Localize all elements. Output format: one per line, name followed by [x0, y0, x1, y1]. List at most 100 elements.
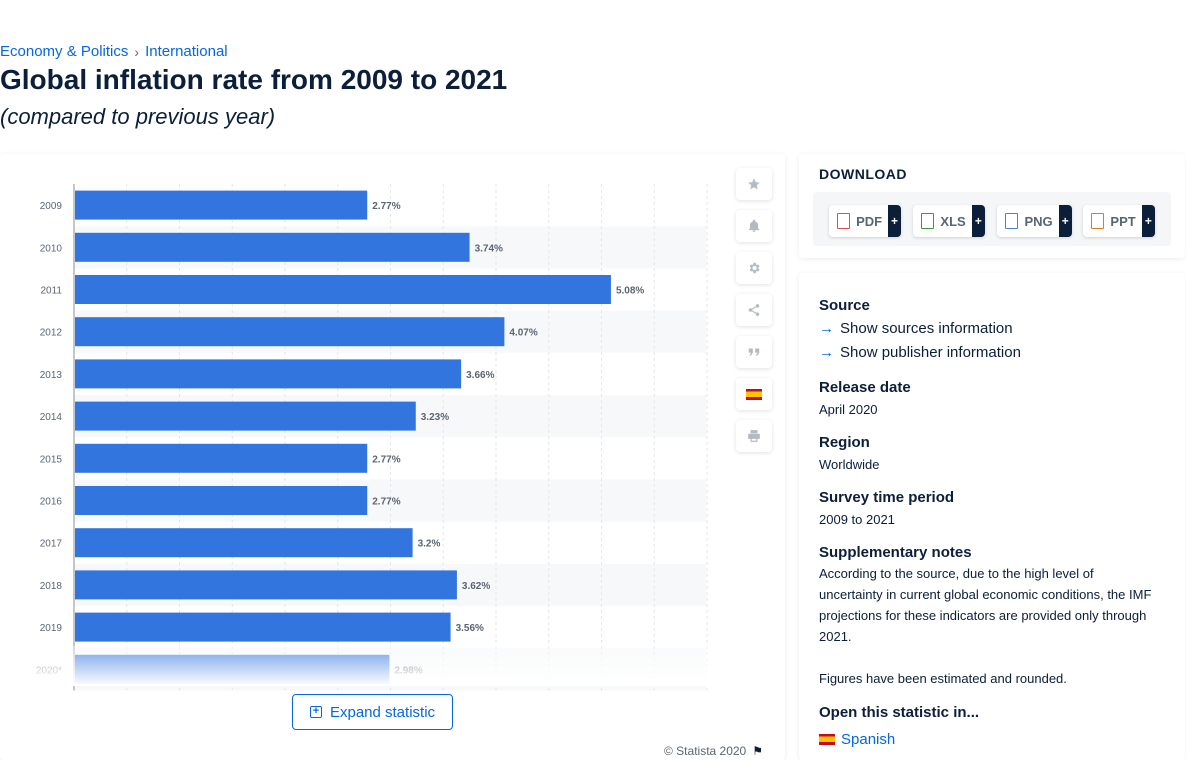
open-statistic-heading: Open this statistic in...: [819, 704, 980, 721]
category-label-2012: 2012: [40, 328, 63, 339]
value-label-2016: 2.77%: [372, 497, 400, 508]
category-label-2017: 2017: [40, 539, 63, 550]
xls-label: XLS: [940, 213, 966, 229]
open-in-spanish-link[interactable]: Spanish: [819, 731, 895, 748]
category-label-2014: 2014: [40, 412, 63, 423]
download-card: DOWNLOAD PDF + XLS + PNG + PPT +: [799, 154, 1185, 258]
supplementary-notes-heading: Supplementary notes: [819, 544, 972, 561]
show-publisher-label: Show publisher information: [840, 344, 1021, 361]
breadcrumb-international[interactable]: International: [145, 43, 228, 60]
flag-report-icon[interactable]: ⚑: [752, 744, 763, 758]
page-title: Global inflation rate from 2009 to 2021: [0, 64, 508, 95]
arrow-right-icon: →: [819, 344, 834, 361]
value-label-2013: 3.66%: [466, 370, 494, 381]
language-button[interactable]: [736, 378, 772, 410]
region-value: Worldwide: [819, 457, 880, 472]
favorite-button[interactable]: [736, 168, 772, 200]
png-plus: +: [1058, 205, 1072, 237]
bar-2013: [75, 359, 462, 389]
download-png-button[interactable]: PNG +: [997, 205, 1072, 237]
gear-icon: [749, 262, 760, 274]
bell-icon: [748, 219, 760, 232]
copyright-text: © Statista 2020: [664, 744, 747, 758]
share-icon: [748, 304, 760, 316]
quote-icon: [748, 348, 760, 356]
chart-card: 2009 2.77% 2010 3.74% 2011 5.08% 2012 4.07% 2013…: [0, 154, 785, 760]
ppt-label: PPT: [1110, 213, 1136, 229]
supplementary-notes-paragraph: According to the source, due to the high…: [819, 566, 1152, 644]
category-label-2010: 2010: [40, 243, 63, 254]
expand-statistic-label: Expand statistic: [329, 703, 436, 721]
xls-plus: +: [971, 205, 985, 237]
category-label-2015: 2015: [40, 454, 63, 465]
copyright: © Statista 2020 ⚑: [664, 744, 763, 758]
bar-2018: [75, 570, 457, 600]
statistic-info-card: Source → Show sources information → Show…: [799, 273, 1185, 760]
cite-button[interactable]: [736, 336, 772, 368]
png-label: PNG: [1024, 213, 1053, 229]
category-label-2011: 2011: [40, 286, 62, 297]
value-label-2009: 2.77%: [372, 201, 400, 212]
value-label-2012: 4.07%: [509, 328, 537, 339]
print-icon: [748, 430, 760, 442]
category-label-2016: 2016: [40, 497, 63, 508]
star-icon: [748, 178, 760, 190]
spain-flag-icon: [819, 734, 835, 745]
expand-statistic-button[interactable]: + Expand statistic: [292, 694, 453, 730]
notification-button[interactable]: [736, 210, 772, 242]
show-sources-link[interactable]: → Show sources information: [819, 320, 1013, 337]
value-label-2014: 3.23%: [421, 412, 449, 423]
xls-file-icon: [921, 213, 935, 229]
pdf-label: PDF: [856, 213, 883, 229]
download-ppt-button[interactable]: PPT +: [1083, 205, 1155, 237]
category-label-2019: 2019: [40, 623, 63, 634]
chart-toolbar: [736, 168, 772, 462]
value-label-2019: 3.56%: [456, 623, 484, 634]
spain-flag-icon: [746, 388, 762, 400]
breadcrumb-separator: ›: [134, 43, 140, 60]
value-label-2011: 5.08%: [616, 286, 644, 297]
chart-fade-overlay: [0, 646, 785, 686]
bar-2015: [75, 443, 368, 473]
download-pdf-button[interactable]: PDF +: [829, 205, 901, 237]
supplementary-notes-estimate: Figures have been estimated and rounded.: [819, 671, 1067, 686]
ppt-plus: +: [1141, 205, 1155, 237]
value-label-2018: 3.62%: [462, 581, 490, 592]
pdf-file-icon: [837, 213, 851, 229]
survey-period-value: 2009 to 2021: [819, 512, 895, 527]
download-buttons-row: PDF + XLS + PNG + PPT +: [813, 192, 1171, 246]
value-label-2010: 3.74%: [475, 243, 503, 254]
arrow-right-icon: →: [819, 320, 834, 337]
settings-button[interactable]: [736, 252, 772, 284]
bar-2016: [75, 486, 368, 515]
download-xls-button[interactable]: XLS +: [913, 205, 985, 237]
show-publisher-link[interactable]: → Show publisher information: [819, 344, 1021, 361]
breadcrumb: Economy & Politics › International: [0, 43, 228, 60]
category-label-2018: 2018: [40, 581, 63, 592]
download-title: DOWNLOAD: [819, 166, 907, 182]
value-label-2015: 2.77%: [372, 454, 400, 465]
share-button[interactable]: [736, 294, 772, 326]
category-label-2013: 2013: [40, 370, 63, 381]
category-label-2009: 2009: [40, 201, 63, 212]
bar-2012: [75, 317, 505, 347]
expand-icon: +: [309, 706, 322, 718]
supplementary-notes-text: According to the source, due to the high…: [819, 563, 1159, 689]
bar-2011: [75, 275, 611, 304]
release-date-heading: Release date: [819, 379, 911, 396]
bar-2010: [75, 232, 470, 262]
page-subtitle: (compared to previous year): [0, 104, 276, 129]
value-label-2017: 3.2%: [418, 539, 441, 550]
bar-2019: [75, 612, 451, 642]
breadcrumb-economy-politics[interactable]: Economy & Politics: [0, 43, 129, 60]
show-sources-label: Show sources information: [840, 320, 1013, 337]
pdf-plus: +: [888, 205, 901, 237]
open-in-spanish-label: Spanish: [841, 731, 896, 748]
survey-period-heading: Survey time period: [819, 489, 955, 506]
print-button[interactable]: [736, 420, 772, 452]
bar-2009: [75, 190, 368, 220]
bar-chart: 2009 2.77% 2010 3.74% 2011 5.08% 2012 4.07% 2013…: [36, 184, 708, 691]
png-file-icon: [1005, 213, 1019, 229]
bar-2017: [75, 528, 413, 558]
source-heading: Source: [819, 297, 870, 314]
